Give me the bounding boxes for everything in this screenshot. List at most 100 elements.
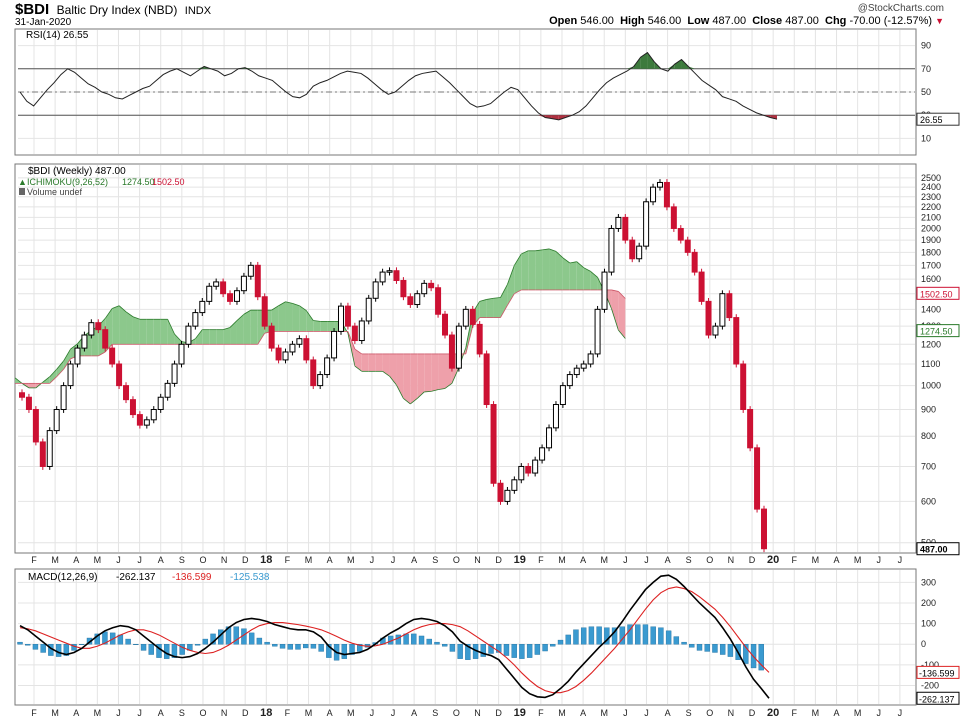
ichimoku-cloud-segment [611, 289, 619, 331]
x-tick-label: F [31, 708, 37, 718]
x-tick-label: J [623, 555, 628, 565]
senkou-b-line [618, 291, 626, 299]
ichimoku-senkou-b: 1502.50 [152, 177, 185, 187]
high-value: 546.00 [647, 15, 682, 27]
macd-histogram-bar [287, 644, 293, 650]
macd-histogram-bar [94, 633, 100, 645]
ichimoku-cloud-segment [507, 265, 515, 306]
macd-histogram-bar [426, 638, 432, 645]
macd-histogram-bar [441, 644, 448, 647]
senkou-a-line [438, 388, 446, 391]
candle-down [123, 385, 130, 401]
candle-down [761, 508, 767, 550]
ichimoku-cloud-segment [209, 329, 217, 345]
price-tick-label: 2400 [921, 182, 941, 192]
macd-histogram-bar [511, 644, 517, 658]
senkou-a-line [410, 398, 418, 405]
candle-down [497, 482, 504, 502]
close-label: Close [752, 15, 783, 27]
ichimoku-cloud-segment [569, 261, 577, 290]
candle-down [136, 414, 143, 426]
macd-histogram-bar [449, 644, 456, 652]
candle-up [53, 408, 60, 432]
rsi-value-box [916, 112, 960, 126]
senkou-b-line [507, 293, 515, 306]
candle-up [206, 285, 213, 302]
candle-up [421, 282, 428, 295]
macd-histogram-bar [357, 644, 363, 652]
ichimoku-senkou-a: 1274.50 [122, 177, 155, 187]
macd-histogram-bar [457, 644, 463, 659]
x-tick-label: J [898, 708, 903, 718]
signal-value-box [916, 665, 960, 679]
candle-up [511, 479, 518, 491]
macd-tick-label: 0 [921, 639, 926, 649]
macd-panel [14, 568, 917, 706]
rsi-oversold-fill [770, 115, 777, 120]
price-tick-label: 800 [921, 431, 936, 441]
x-tick-label: M [347, 555, 355, 565]
ichimoku-cloud-segment [63, 349, 71, 370]
rsi-overbought-fill [674, 59, 682, 69]
candle-up [143, 419, 150, 426]
senkou-a-line [49, 368, 57, 377]
candle-down [525, 465, 532, 474]
macd-histogram-bar [573, 629, 579, 645]
senkou-a-line [514, 253, 522, 266]
rsi-tick-label: 50 [921, 87, 931, 97]
macd-histogram-bar [434, 641, 440, 645]
candle-up [365, 297, 372, 322]
price-tick-label: 1600 [921, 274, 941, 284]
macd-histogram-bar [25, 644, 31, 646]
chart-date: 31-Jan-2020 [15, 17, 72, 28]
signal-value-label: -136.599 [919, 668, 955, 678]
price-tick-label: 2300 [921, 192, 941, 202]
candle-up [650, 186, 657, 203]
ichimoku-cloud-segment [528, 250, 536, 290]
candle-up [566, 374, 573, 387]
x-tick-label: M [51, 555, 59, 565]
candle-down [303, 338, 310, 361]
ichimoku-cloud-segment [153, 319, 161, 345]
senkou-a-line [70, 343, 78, 350]
macd-histogram-bar [63, 644, 70, 656]
senkou-a-line [444, 383, 453, 389]
candle-up [594, 308, 601, 355]
candle-up [46, 430, 53, 467]
candle-down [476, 323, 483, 355]
candle-down [747, 408, 754, 449]
x-tick-label: J [370, 555, 375, 565]
senkou-b-line [63, 358, 71, 370]
ichimoku-cloud-segment [361, 353, 369, 372]
senkou-a-line [583, 267, 591, 272]
candle-up [615, 216, 622, 229]
x-tick-label: J [877, 708, 882, 718]
macd-histogram-bar [542, 644, 548, 652]
macd-histogram-bar [465, 644, 471, 660]
ichimoku-cloud-segment [132, 316, 140, 345]
candle-down [469, 308, 476, 325]
candle-down [705, 300, 712, 336]
macd-histogram-bar [743, 644, 749, 664]
x-tick-label: J [137, 555, 142, 565]
macd-tick-label: 300 [921, 577, 936, 587]
senkou-a-line [236, 313, 245, 321]
price-tick-label: 1200 [921, 339, 941, 349]
ichimoku-cloud-segment [28, 383, 36, 388]
macd-tick-label: 200 [921, 598, 936, 608]
candle-down [400, 279, 407, 298]
ichimoku-cloud-segment [195, 329, 203, 345]
x-tick-label: J [391, 708, 396, 718]
low-label: Low [687, 15, 710, 27]
ichimoku-cloud-segment [292, 303, 300, 332]
candle-down [116, 363, 123, 387]
x-tick-label: A [665, 555, 671, 565]
rsi-oversold-fill [558, 115, 566, 120]
low-value: 487.00 [712, 15, 747, 27]
x-tick-label: F [538, 708, 544, 718]
candle-up [601, 271, 608, 310]
ohlc-readout: Open 546.00 High 546.00 Low 487.00 Close… [549, 15, 944, 27]
macd-histogram-bar [534, 644, 541, 655]
hist-legend-value: -125.538 [230, 572, 270, 583]
